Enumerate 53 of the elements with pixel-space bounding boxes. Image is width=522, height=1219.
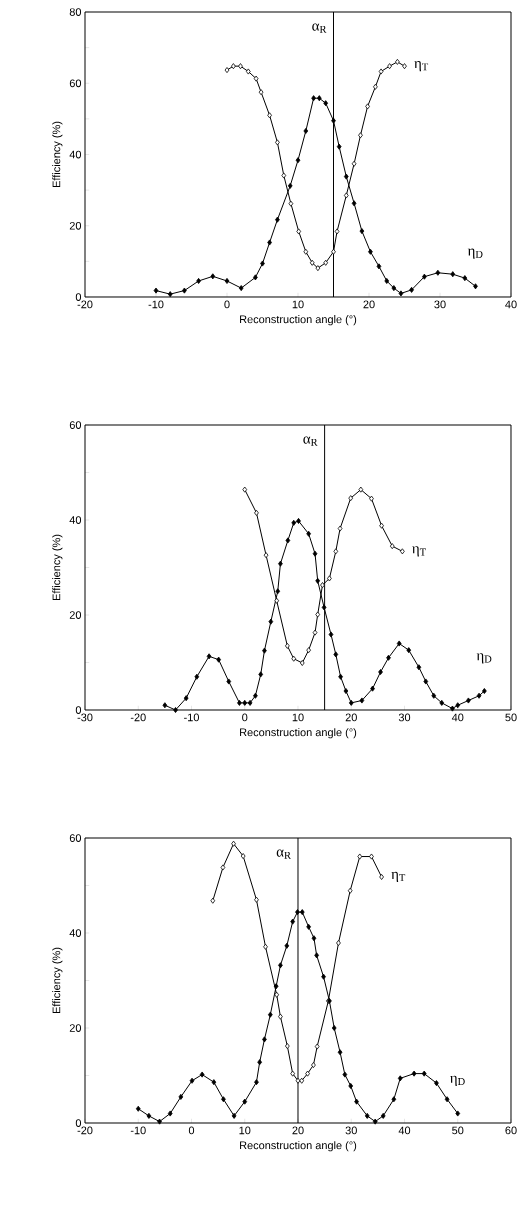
series-label: η$_{D}$	[476, 653, 492, 664]
x-tick-label: 20	[292, 1126, 304, 1135]
y-tick-label: 0	[75, 293, 82, 301]
x-axis-title: Reconstruction angle (°)	[240, 315, 357, 326]
series-label: η$_{D}$	[450, 1075, 465, 1086]
x-tick-label: -10	[184, 713, 199, 722]
x-tick-label: 30	[434, 300, 446, 309]
x-tick-label: 0	[224, 300, 230, 309]
ref-line-label: α$_{R}$	[276, 849, 291, 859]
y-tick-label: 80	[69, 8, 82, 16]
x-tick-label: 0	[242, 713, 248, 722]
y-tick-label: 20	[69, 611, 82, 619]
y-tick-label: 60	[69, 79, 82, 88]
y-tick-label: 40	[69, 150, 82, 159]
x-tick-label: 40	[451, 713, 464, 722]
y-tick-label: 60	[69, 421, 82, 429]
x-tick-label: 60	[505, 1126, 517, 1135]
x-tick-label: -30	[77, 713, 93, 722]
x-tick-label: 10	[292, 713, 304, 722]
y-axis-title: Efficiency (%)	[52, 534, 63, 600]
series-label: η$_{T}$	[414, 61, 429, 72]
y-tick-label: 60	[69, 834, 82, 842]
x-tick-label: 40	[398, 1126, 411, 1135]
x-axis-title: Reconstruction angle (°)	[240, 728, 357, 739]
y-tick-label: 0	[75, 1119, 82, 1127]
x-tick-label: 20	[363, 300, 375, 309]
x-tick-label: 20	[345, 713, 357, 722]
x-axis-title: Reconstruction angle (°)	[240, 1141, 357, 1152]
series-label: η$_{T}$	[412, 546, 426, 557]
x-tick-label: 10	[292, 300, 304, 309]
ref-line-label: α$_{R}$	[312, 23, 327, 33]
x-tick-label: -10	[130, 1126, 146, 1135]
y-axis-title: Efficiency (%)	[52, 121, 63, 187]
x-tick-label: -20	[77, 1126, 93, 1135]
ref-line-label: α$_{R}$	[303, 436, 318, 446]
y-tick-label: 0	[75, 706, 82, 714]
y-tick-label: 40	[69, 516, 82, 524]
x-tick-label: -20	[77, 300, 93, 309]
x-tick-label: 10	[239, 1126, 251, 1135]
series-label: η$_{D}$	[467, 248, 483, 259]
x-tick-label: 30	[398, 713, 411, 722]
y-tick-label: 20	[69, 1024, 82, 1032]
y-tick-label: 20	[69, 221, 82, 230]
y-tick-label: 40	[69, 929, 82, 937]
x-tick-label: 40	[505, 300, 517, 309]
series-label: η$_{T}$	[391, 871, 406, 883]
x-tick-label: 50	[505, 713, 517, 722]
x-tick-label: 50	[452, 1126, 464, 1135]
x-tick-label: -20	[130, 713, 146, 722]
x-tick-label: -10	[148, 300, 164, 309]
y-axis-title: Efficiency (%)	[52, 947, 63, 1013]
x-tick-label: 0	[188, 1126, 195, 1135]
x-tick-label: 30	[345, 1126, 357, 1135]
